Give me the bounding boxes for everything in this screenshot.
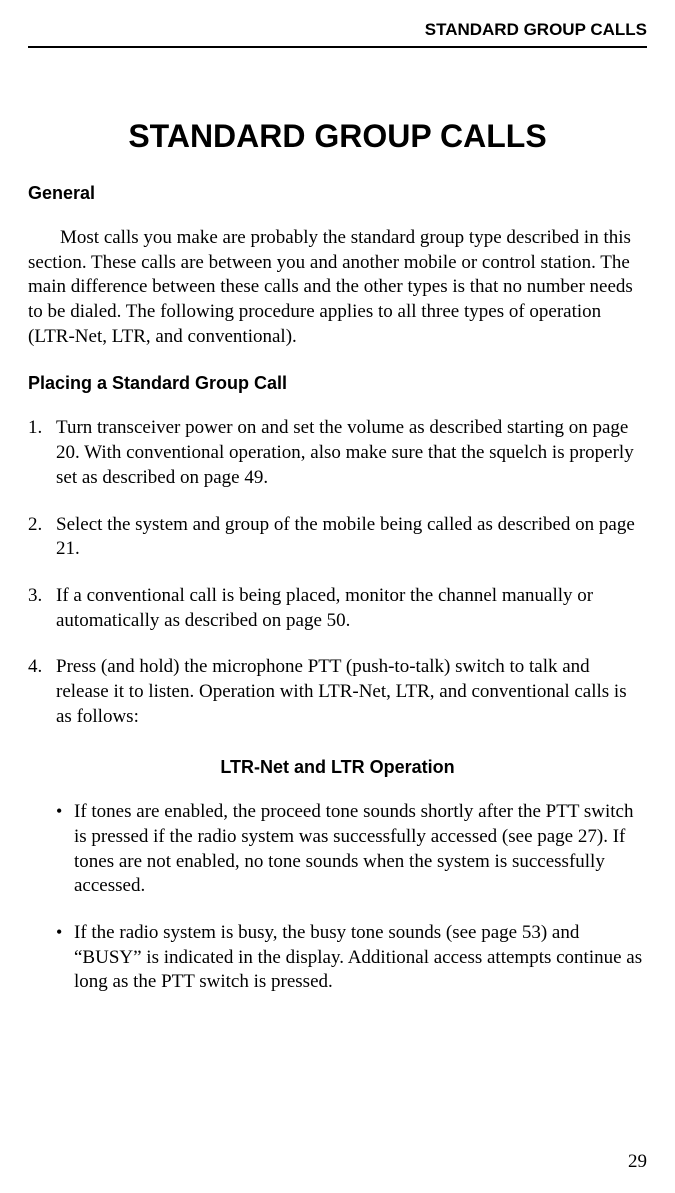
step-number: 4. [28,655,42,680]
step-number: 3. [28,584,42,609]
steps-list: 1. Turn transceiver power on and set the… [28,416,647,729]
step-item: 2. Select the system and group of the mo… [28,513,647,562]
step-text: Select the system and group of the mobil… [56,514,635,560]
step-text: Turn transceiver power on and set the vo… [56,417,634,487]
bullet-text: If the radio system is busy, the busy to… [74,922,642,992]
bullet-text: If tones are enabled, the proceed tone s… [74,801,633,896]
section-heading-general: General [28,183,647,204]
bullet-item: If tones are enabled, the proceed tone s… [56,800,647,899]
step-item: 1. Turn transceiver power on and set the… [28,416,647,490]
step-item: 3. If a conventional call is being place… [28,584,647,633]
page-title: STANDARD GROUP CALLS [28,118,647,155]
step-number: 2. [28,513,42,538]
running-header: STANDARD GROUP CALLS [28,20,647,48]
section-heading-placing: Placing a Standard Group Call [28,373,647,394]
bullet-item: If the radio system is busy, the busy to… [56,921,647,995]
general-paragraph: Most calls you make are probably the sta… [28,226,647,349]
ltr-bullets: If tones are enabled, the proceed tone s… [28,800,647,995]
running-title: STANDARD GROUP CALLS [425,20,647,39]
step-text: If a conventional call is being placed, … [56,585,593,631]
sub-heading-ltr: LTR-Net and LTR Operation [28,757,647,778]
step-text: Press (and hold) the microphone PTT (pus… [56,656,627,726]
step-number: 1. [28,416,42,441]
page-number: 29 [628,1151,647,1173]
step-item: 4. Press (and hold) the microphone PTT (… [28,655,647,729]
